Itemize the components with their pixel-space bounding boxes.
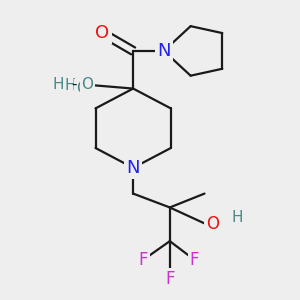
Text: O: O	[206, 215, 220, 233]
Text: F: F	[190, 251, 199, 269]
Text: F: F	[138, 251, 148, 269]
Text: H: H	[52, 77, 64, 92]
Text: N: N	[126, 159, 140, 177]
Text: O: O	[82, 77, 94, 92]
Text: O: O	[76, 81, 88, 96]
Text: F: F	[165, 270, 175, 288]
Text: H: H	[231, 210, 243, 225]
Text: -: -	[71, 77, 76, 92]
Text: O: O	[95, 24, 110, 42]
Text: H: H	[64, 78, 76, 93]
Text: N: N	[157, 42, 171, 60]
